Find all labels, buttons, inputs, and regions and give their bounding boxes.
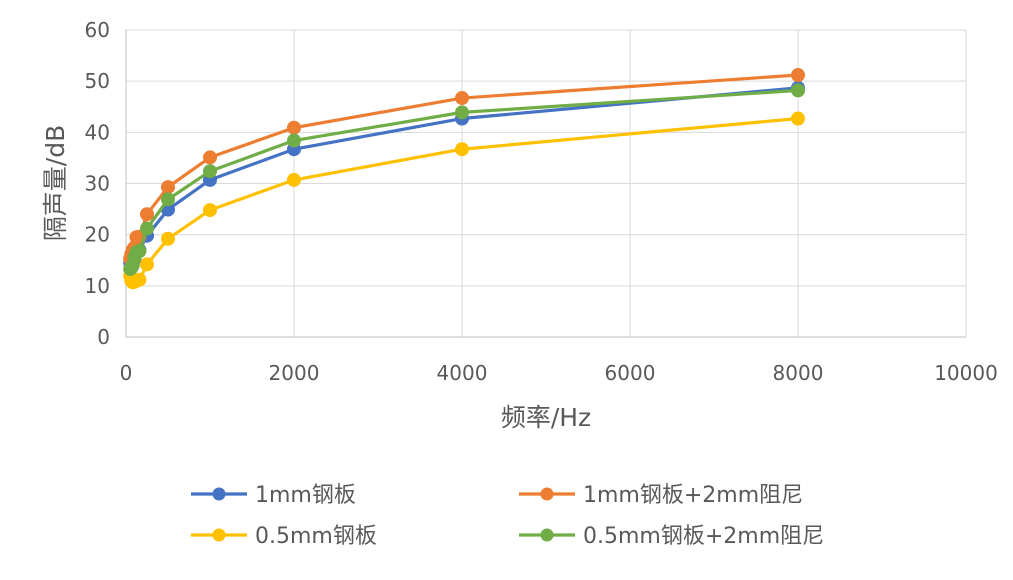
data-point: [455, 142, 469, 157]
y-tick-label: 40: [85, 120, 110, 144]
series-3: [123, 111, 805, 290]
y-axis-title: 隔声量/dB: [41, 125, 70, 241]
data-point: [161, 180, 175, 195]
legend-entry: 0.5mm钢板+2mm阻尼: [519, 524, 824, 549]
legend-marker: [212, 487, 226, 501]
legend-label: 0.5mm钢板: [255, 524, 377, 549]
y-tick-label: 30: [85, 172, 110, 196]
x-tick-label: 8000: [773, 361, 824, 385]
y-tick-label: 20: [85, 223, 110, 247]
series-4: [123, 83, 805, 276]
legend-entry: 0.5mm钢板: [191, 524, 377, 549]
y-tick-label: 60: [85, 18, 110, 42]
data-point: [203, 203, 217, 218]
data-point: [132, 244, 147, 259]
x-tick-label: 10000: [934, 361, 998, 385]
data-point: [140, 207, 154, 222]
legend: 1mm钢板 1mm钢板+2mm阻尼 0.5mm钢板 0.5mm钢板+2mm阻尼: [191, 483, 824, 549]
x-axis-title: 频率/Hz: [501, 403, 591, 432]
legend-marker: [212, 528, 226, 542]
x-tick-label: 0: [120, 361, 133, 385]
y-tick-label: 0: [97, 325, 110, 349]
x-tick-label: 6000: [605, 361, 656, 385]
series-layer: [123, 68, 805, 290]
data-point: [203, 150, 217, 165]
y-tick-label: 10: [85, 274, 110, 298]
data-point: [203, 164, 217, 179]
legend-marker: [540, 528, 554, 542]
data-point: [132, 272, 147, 287]
data-point: [287, 120, 301, 135]
data-point: [287, 133, 301, 148]
gridlines: [126, 29, 967, 337]
axes: [125, 30, 966, 338]
data-point: [140, 221, 154, 236]
tick-labels: 0 10 20 30 40 50 60 0 2000 4000 6000 8000 10000: [85, 18, 998, 385]
legend-marker: [540, 487, 554, 501]
x-tick-label: 4000: [437, 361, 488, 385]
legend-entry: 1mm钢板+2mm阻尼: [519, 483, 803, 508]
legend-label: 1mm钢板: [255, 483, 356, 508]
data-point: [791, 68, 805, 83]
data-point: [140, 257, 154, 272]
data-point: [287, 172, 301, 187]
legend-entry: 1mm钢板: [191, 483, 356, 508]
data-point: [791, 111, 805, 126]
data-point: [161, 231, 175, 246]
legend-label: 0.5mm钢板+2mm阻尼: [583, 524, 824, 549]
data-point: [455, 91, 469, 106]
x-tick-label: 2000: [269, 361, 320, 385]
legend-label: 1mm钢板+2mm阻尼: [583, 483, 803, 508]
y-tick-label: 50: [85, 69, 110, 93]
data-point: [161, 192, 175, 207]
data-point: [455, 105, 469, 120]
data-point: [791, 83, 805, 98]
